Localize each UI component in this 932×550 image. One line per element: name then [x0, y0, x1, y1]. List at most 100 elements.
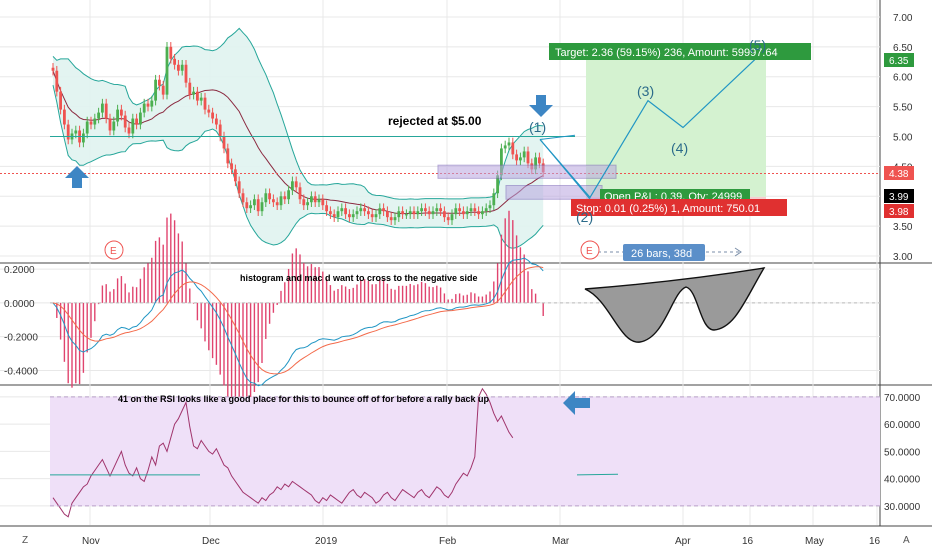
candle-body: [180, 64, 184, 71]
candle-body: [420, 208, 423, 212]
time-tick: Apr: [675, 536, 691, 547]
candle-body: [340, 208, 344, 212]
earnings-marker-1[interactable]: [104, 240, 124, 260]
bollinger-lower: [52, 84, 544, 249]
price-tick: 5.50: [893, 103, 913, 114]
candle-body: [85, 121, 89, 134]
candle-body: [503, 145, 507, 149]
price-pane[interactable]: [0, 27, 880, 257]
rsi-axis[interactable]: 70.0000 60.0000 50.0000 40.0000 30.0000: [884, 393, 921, 513]
candle-body: [374, 214, 378, 218]
candle-body: [97, 112, 100, 119]
candle-body: [397, 211, 401, 218]
candle-body: [241, 193, 245, 203]
candle-body: [302, 199, 306, 206]
candle-body: [405, 214, 408, 216]
candles: [51, 42, 545, 225]
candle-body: [177, 64, 180, 71]
moving-average: [52, 70, 544, 215]
candle-body: [139, 112, 142, 125]
candle-body: [367, 211, 370, 215]
candle-body: [424, 208, 427, 212]
candle-body: [370, 214, 374, 218]
candle-body: [165, 46, 169, 95]
candle-body: [74, 130, 78, 134]
candle-body: [538, 157, 541, 164]
candle-body: [120, 109, 123, 116]
stop-label: Stop: 0.01 (0.25%) 1, Amount: 750.01: [576, 203, 760, 215]
price-badge-last: 4.38: [884, 166, 914, 180]
rsi-drawings: [50, 391, 880, 507]
candle-body: [218, 124, 222, 137]
candle-body: [393, 217, 397, 221]
candle-body: [199, 97, 203, 101]
candle-body: [173, 58, 176, 65]
candle-body: [135, 118, 138, 125]
target-label-bg: [549, 43, 811, 60]
time-tick: May: [805, 536, 824, 547]
wave-1-label: (1): [529, 119, 546, 135]
candle-body: [317, 199, 321, 203]
candle-body: [484, 208, 488, 212]
rsi-tick: 40.0000: [884, 475, 921, 486]
candle-body: [268, 193, 271, 200]
candle-body: [294, 181, 298, 188]
candle-body: [492, 193, 496, 206]
earnings-marker-1-label: E: [110, 246, 117, 257]
wave-3-label: (3): [637, 83, 654, 99]
svg-text:6.35: 6.35: [889, 56, 909, 67]
macd-tick: -0.2000: [4, 333, 38, 344]
macd-tick: -0.4000: [4, 366, 38, 377]
earnings-marker-2-label: E: [586, 246, 593, 257]
candle-body: [439, 208, 442, 212]
zoom-corner-left[interactable]: Z: [22, 535, 28, 546]
macd-pane[interactable]: [50, 210, 880, 423]
candle-body: [131, 118, 135, 134]
candle-body: [519, 157, 522, 161]
rsi-tick: 50.0000: [884, 447, 921, 458]
candle-body: [123, 115, 127, 128]
range-label: 26 bars, 38d: [631, 248, 692, 260]
rsi-pane[interactable]: [50, 387, 880, 518]
candle-body: [412, 211, 416, 215]
time-axis[interactable]: Nov Dec 2019 Feb Mar Apr 16 May 16: [82, 536, 881, 547]
auto-scale-corner[interactable]: A: [903, 535, 910, 546]
candle-body: [306, 202, 309, 206]
time-tick: Dec: [202, 536, 220, 547]
candle-body: [416, 211, 420, 215]
signal-line: [52, 266, 544, 375]
candle-body: [458, 208, 461, 212]
candle-body: [325, 205, 328, 212]
rsi-annotation: 41 on the RSI looks like a good place fo…: [118, 394, 490, 404]
candle-body: [382, 208, 385, 212]
time-tick: Mar: [552, 536, 570, 547]
candle-body: [477, 211, 480, 215]
rsi-band: [50, 396, 880, 506]
candle-body: [488, 205, 492, 209]
price-tick: 6.50: [893, 43, 913, 54]
candle-body: [215, 118, 218, 125]
price-badge-target: 6.35: [884, 53, 914, 67]
earnings-marker-2[interactable]: [580, 240, 600, 260]
candle-body: [203, 97, 207, 110]
candle-body: [272, 199, 275, 203]
rejected-annotation: rejected at $5.00: [388, 114, 482, 128]
candle-body: [450, 214, 454, 221]
candle-body: [526, 151, 530, 164]
candle-body: [253, 199, 256, 206]
candle-body: [169, 46, 173, 59]
time-tick: 16: [869, 536, 881, 547]
price-axis[interactable]: 7.006.506.005.505.004.504.003.503.00: [893, 13, 913, 263]
candle-body: [446, 217, 450, 221]
macd-axis[interactable]: 0.2000 0.0000 -0.2000 -0.4000: [4, 265, 38, 377]
candle-body: [465, 211, 469, 215]
candle-body: [351, 214, 355, 218]
candle-body: [321, 199, 325, 206]
candle-body: [481, 211, 484, 215]
candle-body: [427, 211, 431, 215]
macd-sketch: [584, 267, 766, 343]
candle-body: [192, 91, 195, 95]
time-tick: Feb: [439, 536, 457, 547]
candle-body: [184, 64, 188, 83]
